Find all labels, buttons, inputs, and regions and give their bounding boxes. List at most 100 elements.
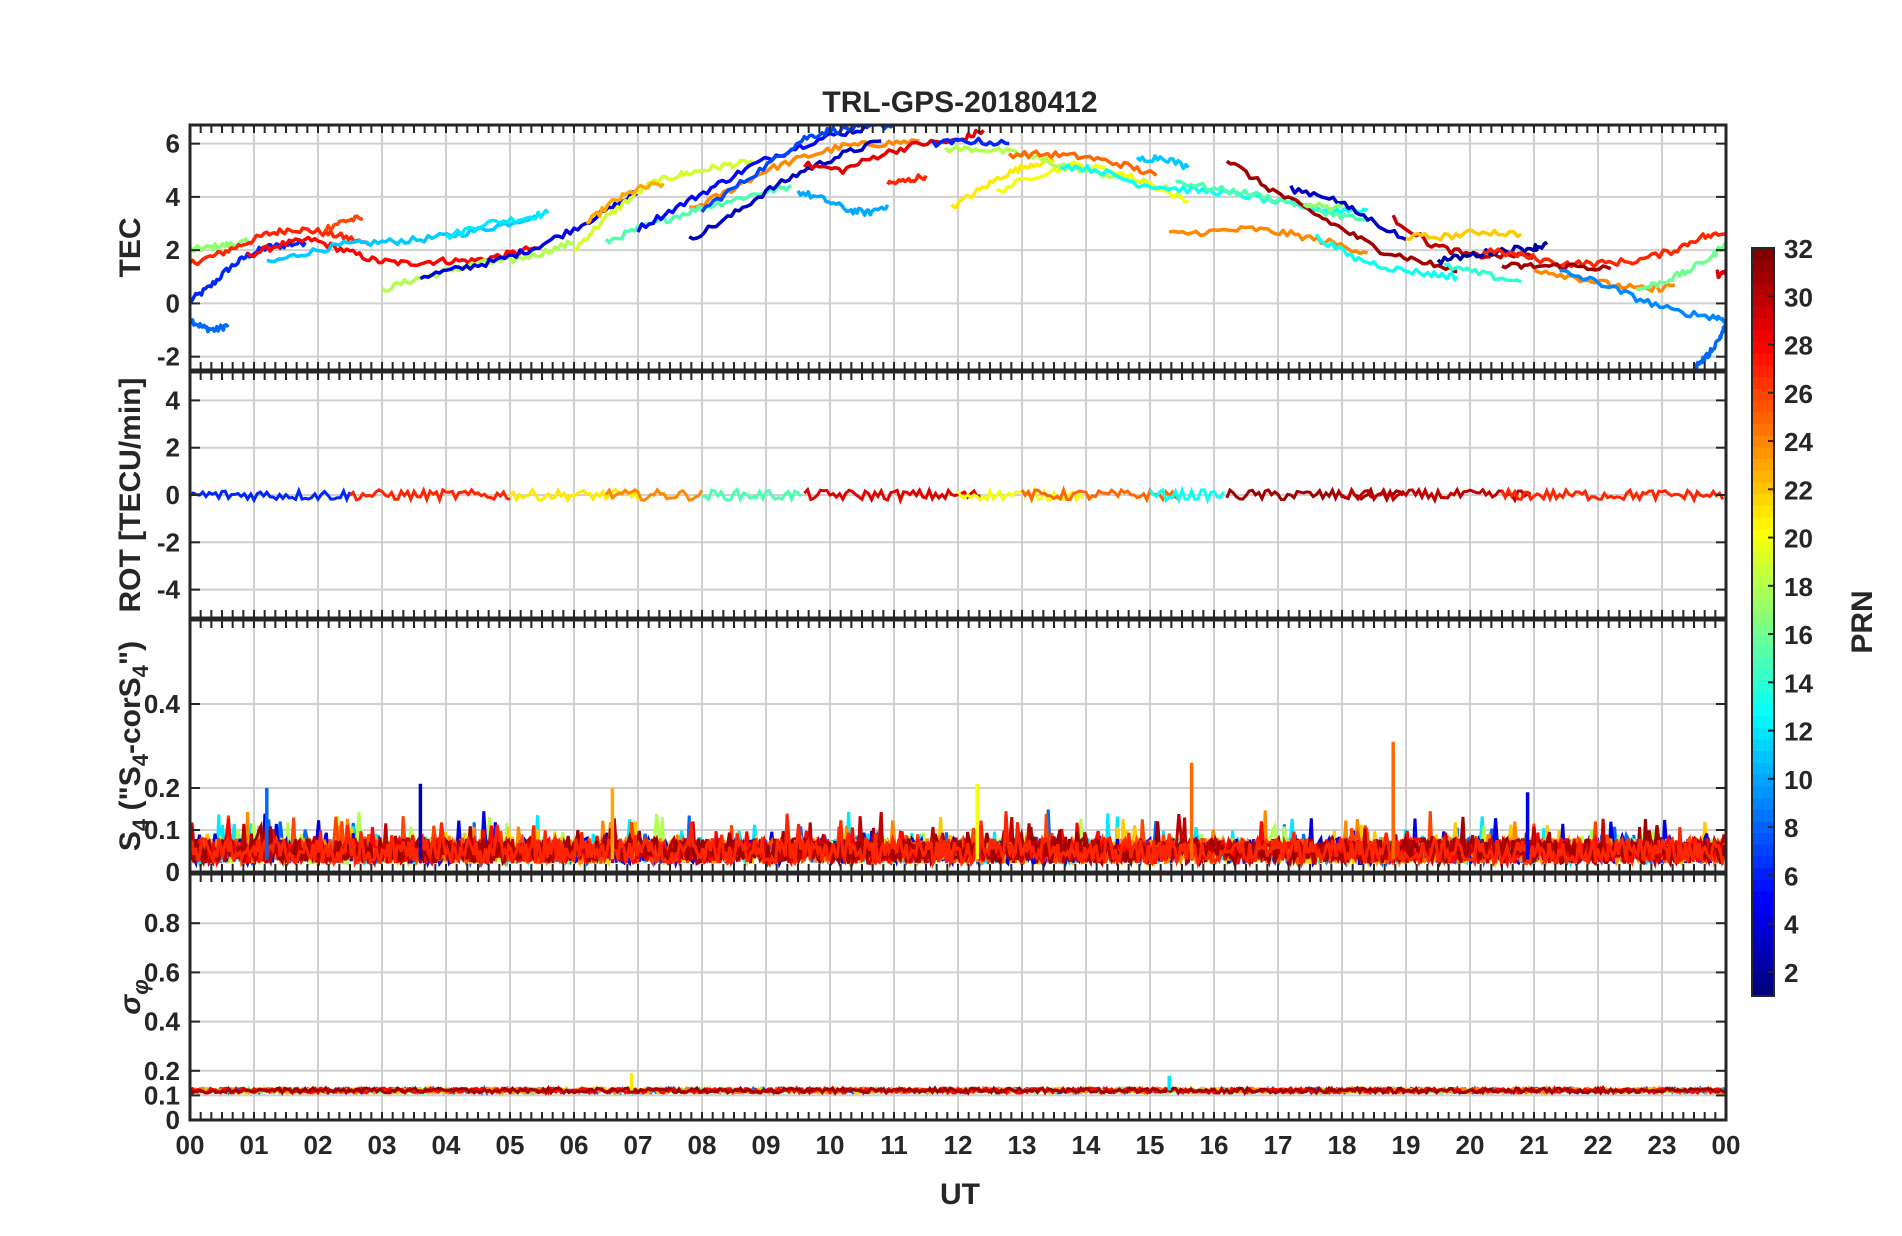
y-tick-label: 0 — [166, 480, 180, 510]
colorbar-swatch — [1752, 306, 1774, 319]
x-tick-label: 13 — [1008, 1130, 1037, 1160]
colorbar-tick-label: 22 — [1784, 475, 1813, 505]
colorbar-swatch — [1752, 551, 1774, 565]
colorbar-swatch — [1752, 902, 1774, 915]
rot-series-prn-27 — [348, 486, 511, 505]
colorbar-swatch — [1752, 598, 1774, 611]
colorbar-tick-label: 14 — [1784, 668, 1813, 698]
tec-series-prn-2 — [1436, 241, 1549, 266]
x-tick-label: 02 — [304, 1130, 333, 1160]
colorbar-swatch — [1752, 972, 1774, 985]
colorbar-swatch — [1752, 645, 1774, 658]
tec-series-prn-21 — [950, 156, 1056, 210]
y-label-text: S — [114, 831, 147, 851]
colorbar-swatch — [1752, 481, 1774, 495]
chart-title: TRL-GPS-20180412 — [822, 86, 1097, 119]
colorbar-tick-label: 4 — [1784, 910, 1799, 940]
y-tick-label: 2 — [166, 235, 180, 265]
colorbar-tick-label: 20 — [1784, 524, 1813, 554]
panel-tec: -2 0 2 4 6 TEC — [114, 123, 1728, 372]
colorbar-swatch — [1752, 575, 1774, 588]
colorbar-tick-label: 30 — [1784, 282, 1813, 312]
tec-series-prn-27 — [886, 173, 928, 186]
tec-series-prn-9 — [1559, 268, 1726, 324]
colorbar-swatch — [1752, 703, 1774, 717]
y-tick-label: 6 — [166, 129, 180, 159]
y-tick-label: 0 — [166, 1105, 180, 1135]
x-tick-label: 09 — [752, 1130, 781, 1160]
colorbar-swatch — [1752, 984, 1774, 997]
colorbar-swatch — [1752, 750, 1774, 763]
x-axis-label: UT — [940, 1178, 980, 1211]
y-tick-label: 0 — [166, 857, 180, 887]
tec-series-prn-8 — [190, 318, 230, 334]
rot-series-prn-30 — [1341, 486, 1532, 505]
colorbar-swatch — [1752, 668, 1774, 682]
rot-series-prn-21 — [508, 486, 640, 504]
tec-series-prn-8 — [1693, 322, 1726, 370]
y-label-text: ("S — [114, 766, 147, 819]
y-axis-label: ROT [TECU/min] — [114, 378, 147, 613]
x-tick-label: 10 — [816, 1130, 845, 1160]
colorbar-swatch — [1752, 399, 1774, 413]
colorbar-swatch — [1752, 773, 1774, 787]
tec-series-prn-3 — [688, 139, 882, 241]
x-tick-label: 01 — [240, 1130, 269, 1160]
y-tick-label: -2 — [157, 342, 180, 372]
panel-frame — [188, 618, 1728, 874]
rot-series-prn-13 — [1148, 485, 1225, 505]
colorbar-swatch — [1752, 470, 1774, 483]
colorbar-tick-label: 32 — [1784, 234, 1813, 264]
colorbar-swatch — [1752, 294, 1774, 308]
colorbar-swatch — [1752, 610, 1774, 623]
x-tick-label: 23 — [1648, 1130, 1677, 1160]
colorbar-swatch — [1752, 586, 1774, 600]
tec-series-prn-14 — [1443, 262, 1523, 284]
colorbar-swatch — [1752, 738, 1774, 752]
colorbar-swatch — [1752, 540, 1774, 553]
colorbar-swatch — [1752, 855, 1774, 869]
y-label-text: σ — [114, 994, 147, 1015]
colorbar-tick-label: 28 — [1784, 331, 1813, 361]
colorbar-tick-label: 18 — [1784, 572, 1813, 602]
x-tick-labels: 00 01 02 03 04 05 06 07 08 09 10 11 12 13 14 15 16 17 18 19… — [176, 1130, 1741, 1160]
rot-series-prn-6 — [190, 486, 352, 504]
sigma-series-prn-31 — [190, 1084, 1726, 1096]
colorbar-swatch — [1752, 364, 1774, 378]
tec-series-prn-18 — [380, 239, 575, 293]
x-tick-label: 08 — [688, 1130, 717, 1160]
colorbar-tick-label: 24 — [1784, 427, 1813, 457]
x-tick-label: 15 — [1136, 1130, 1165, 1160]
y-label-subscript: 4 — [128, 753, 153, 766]
colorbar-swatch — [1752, 914, 1774, 927]
s4-series-prn-31 — [190, 816, 1726, 869]
colorbar-swatch — [1752, 318, 1774, 331]
tec-series-prn-26 — [324, 214, 364, 233]
y-tick-label: 0.1 — [144, 1080, 180, 1110]
x-tick-label: 19 — [1392, 1130, 1421, 1160]
colorbar-swatch — [1752, 727, 1774, 740]
colorbar-swatch — [1752, 949, 1774, 962]
s4-series-prn-27 — [190, 811, 1726, 870]
colorbar-swatch — [1752, 680, 1774, 693]
colorbar-swatch — [1752, 762, 1774, 775]
colorbar-tick-label: 6 — [1784, 861, 1798, 891]
y-tick-label: 4 — [166, 182, 181, 212]
y-axis-label: S4 ("S4-corS4") — [114, 641, 153, 851]
colorbar-swatch — [1752, 715, 1774, 728]
colorbar-swatch — [1752, 844, 1774, 857]
colorbar-frame — [1751, 247, 1775, 997]
tec-series-prn-3 — [1289, 184, 1407, 242]
data-rot — [190, 484, 1725, 505]
tec-series-prn-11 — [1135, 154, 1190, 171]
colorbar-swatch — [1752, 435, 1774, 448]
rot-series-prn-27 — [1500, 486, 1725, 504]
x-tick-label: 06 — [560, 1130, 589, 1160]
minor-ticks — [189, 874, 1727, 1120]
colorbar-swatch — [1752, 797, 1774, 810]
x-tick-label: 17 — [1264, 1130, 1293, 1160]
colorbar-swatch — [1752, 493, 1774, 506]
colorbar-tick-label: 2 — [1784, 958, 1798, 988]
